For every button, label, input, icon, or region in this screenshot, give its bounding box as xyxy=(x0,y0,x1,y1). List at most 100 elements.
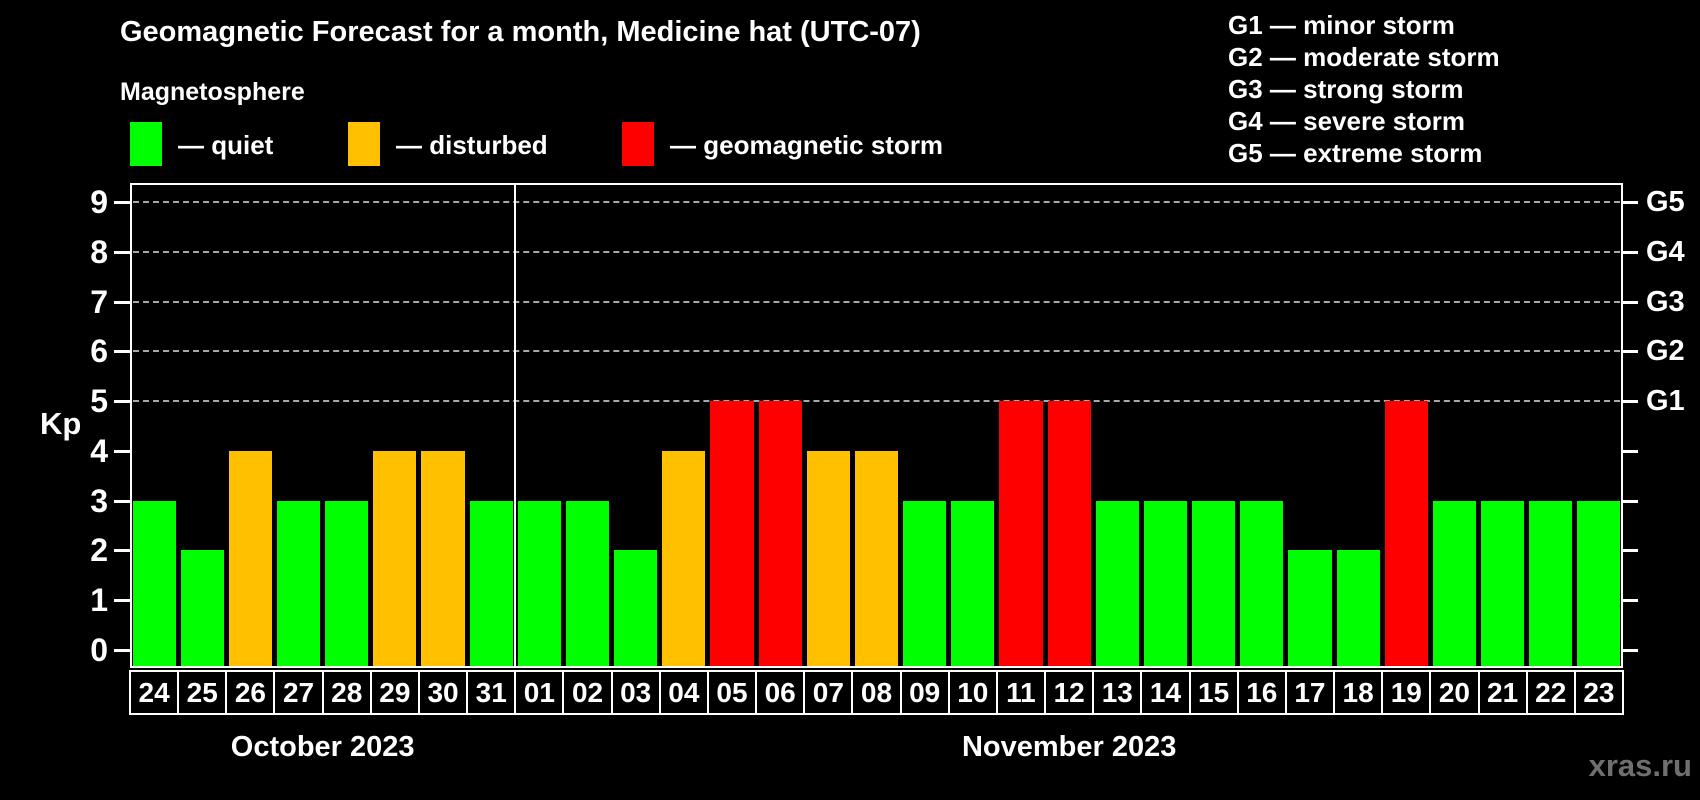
date-cell-15: 15 xyxy=(1188,670,1239,715)
y-axis-tick-label: 4 xyxy=(90,432,108,469)
kp-axis-label: Kp xyxy=(40,406,82,441)
g-scale-item: G2 — moderate storm xyxy=(1228,42,1500,72)
y-axis-tick-label: 8 xyxy=(90,233,108,270)
date-cell-14: 14 xyxy=(1140,670,1191,715)
g-axis-label-G1: G1 xyxy=(1646,385,1685,418)
legend-label-disturbed: — disturbed xyxy=(396,130,548,160)
date-cell-23: 23 xyxy=(1573,670,1624,715)
date-cell-30: 30 xyxy=(417,670,469,715)
month-label-october: October 2023 xyxy=(230,731,415,763)
legend-label-quiet: — quiet xyxy=(178,130,274,160)
g-scale-item: G1 — minor storm xyxy=(1228,10,1455,40)
kp-bar-22 xyxy=(1529,500,1573,666)
g-axis-label-G5: G5 xyxy=(1646,186,1685,218)
right-axis-tick xyxy=(1623,300,1638,304)
kp-bar-25 xyxy=(180,550,224,666)
kp-bar-28 xyxy=(325,500,369,666)
legend-swatch-disturbed xyxy=(348,122,380,166)
legend-swatch-storm xyxy=(622,122,654,166)
y-axis-tick xyxy=(114,499,130,503)
date-cell-26: 26 xyxy=(225,670,276,715)
y-axis-tick-label: 1 xyxy=(90,582,108,619)
kp-bar-08 xyxy=(854,450,899,666)
date-cell-13: 13 xyxy=(1092,670,1143,715)
kp-bar-12 xyxy=(1047,401,1091,666)
right-axis-tick xyxy=(1623,499,1638,503)
kp-bar-19 xyxy=(1384,401,1428,666)
kp-gridline-5 xyxy=(133,400,1620,403)
right-axis-tick xyxy=(1623,449,1638,453)
kp-bar-31 xyxy=(469,500,513,666)
right-axis-tick xyxy=(1623,350,1638,354)
legend-swatch-quiet xyxy=(130,122,162,166)
right-axis-tick xyxy=(1623,599,1638,603)
y-axis-tick xyxy=(114,250,130,254)
y-axis-tick-label: 0 xyxy=(90,632,108,668)
kp-bar-17 xyxy=(1288,550,1332,666)
kp-bar-20 xyxy=(1432,500,1476,666)
y-axis-tick-label: 2 xyxy=(90,532,108,569)
y-axis-tick xyxy=(114,449,130,453)
right-axis-tick xyxy=(1623,250,1638,254)
date-cell-08: 08 xyxy=(851,670,902,715)
y-axis-tick-label: 5 xyxy=(90,383,108,420)
date-cell-06: 06 xyxy=(755,670,806,715)
y-axis-tick xyxy=(114,649,130,652)
date-cell-29: 29 xyxy=(369,670,420,715)
date-cell-21: 21 xyxy=(1477,670,1528,715)
date-cell-07: 07 xyxy=(803,670,854,715)
date-cell-22: 22 xyxy=(1525,670,1576,715)
date-cell-18: 18 xyxy=(1333,670,1384,715)
date-cell-12: 12 xyxy=(1044,670,1095,715)
g-scale-item: G4 — severe storm xyxy=(1228,106,1466,136)
g-scale-item: G5 — extreme storm xyxy=(1228,138,1483,168)
kp-bar-30 xyxy=(421,450,465,666)
magnetosphere-label: Magnetosphere xyxy=(120,78,305,106)
kp-bar-23 xyxy=(1577,500,1621,666)
kp-bar-14 xyxy=(1143,500,1188,666)
date-cell-05: 05 xyxy=(706,670,758,715)
kp-bar-10 xyxy=(951,500,995,666)
date-cell-20: 20 xyxy=(1429,670,1480,715)
kp-bar-21 xyxy=(1481,500,1525,666)
kp-bar-02 xyxy=(565,500,610,666)
kp-bar-13 xyxy=(1095,500,1139,666)
right-axis-tick xyxy=(1623,201,1638,204)
kp-bar-06 xyxy=(758,401,802,666)
kp-gridline-9 xyxy=(133,201,1620,203)
date-cell-31: 31 xyxy=(466,670,517,715)
date-cell-24: 24 xyxy=(129,670,180,715)
watermark: xras.ru xyxy=(1588,748,1692,783)
kp-bar-09 xyxy=(903,500,947,666)
date-cell-04: 04 xyxy=(658,670,709,715)
kp-bar-15 xyxy=(1192,500,1236,666)
y-axis-tick xyxy=(114,400,130,404)
y-axis-tick xyxy=(114,201,130,204)
kp-bar-01 xyxy=(517,500,561,666)
right-axis-tick xyxy=(1623,549,1638,553)
right-axis-tick xyxy=(1623,400,1638,404)
date-cell-17: 17 xyxy=(1284,670,1336,715)
kp-gridline-7 xyxy=(133,300,1620,303)
y-axis-tick-label: 9 xyxy=(90,184,108,220)
y-axis-tick xyxy=(114,300,130,304)
g-axis-label-G3: G3 xyxy=(1646,285,1685,318)
month-separator-line xyxy=(514,185,517,666)
kp-bar-11 xyxy=(999,401,1043,666)
date-cell-11: 11 xyxy=(995,670,1047,715)
date-cell-10: 10 xyxy=(947,670,998,715)
kp-gridline-8 xyxy=(133,250,1620,253)
y-axis-tick-label: 7 xyxy=(90,283,108,320)
y-axis-tick xyxy=(114,350,130,354)
date-cell-19: 19 xyxy=(1381,670,1432,715)
kp-bar-26 xyxy=(228,450,272,666)
date-cell-03: 03 xyxy=(610,670,661,715)
kp-bar-27 xyxy=(276,500,321,666)
date-cell-28: 28 xyxy=(321,670,372,715)
month-label-november: November 2023 xyxy=(961,731,1177,763)
y-axis-tick xyxy=(114,549,130,553)
date-cell-09: 09 xyxy=(899,670,950,715)
date-cell-25: 25 xyxy=(177,670,228,715)
y-axis-tick xyxy=(114,599,130,603)
